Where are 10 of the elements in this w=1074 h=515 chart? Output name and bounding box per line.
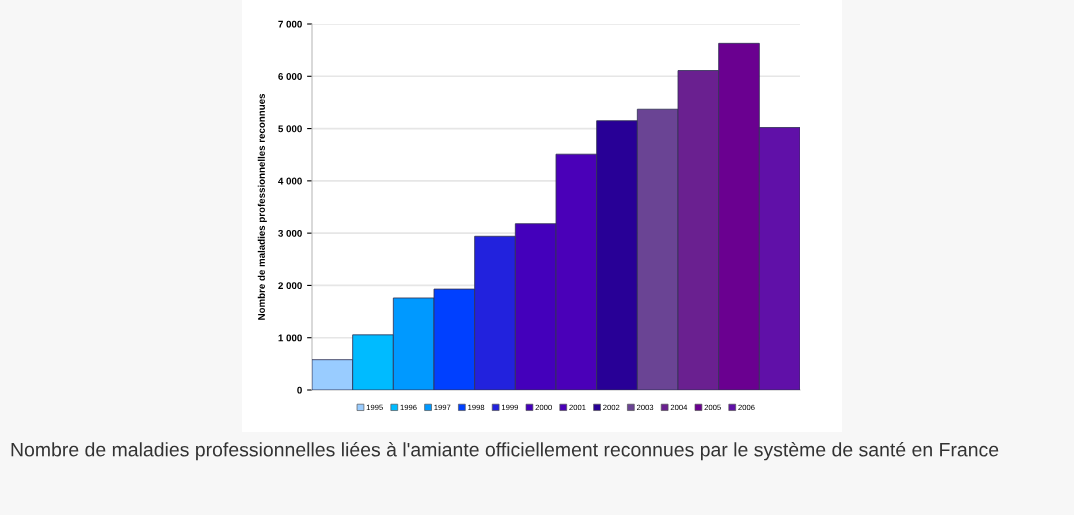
y-tick-label: 5 000 (278, 125, 302, 133)
y-tick-label: 3 000 (278, 229, 302, 237)
y-axis-title: Nombre de maladies professionnelles reconnues (257, 93, 267, 320)
y-tick-label: 2 000 (278, 282, 302, 290)
y-tick-label: 7 000 (278, 20, 302, 28)
y-tick-label: 0 (297, 386, 302, 394)
y-tick-label: 4 000 (278, 177, 302, 185)
y-tick-label: 1 000 (278, 334, 302, 342)
text: Nombre de maladies professionnelles liées à l'amiante officiellement reconnues par le système de santé en France (11, 442, 999, 461)
y-tick-label: 6 000 (278, 73, 302, 80)
